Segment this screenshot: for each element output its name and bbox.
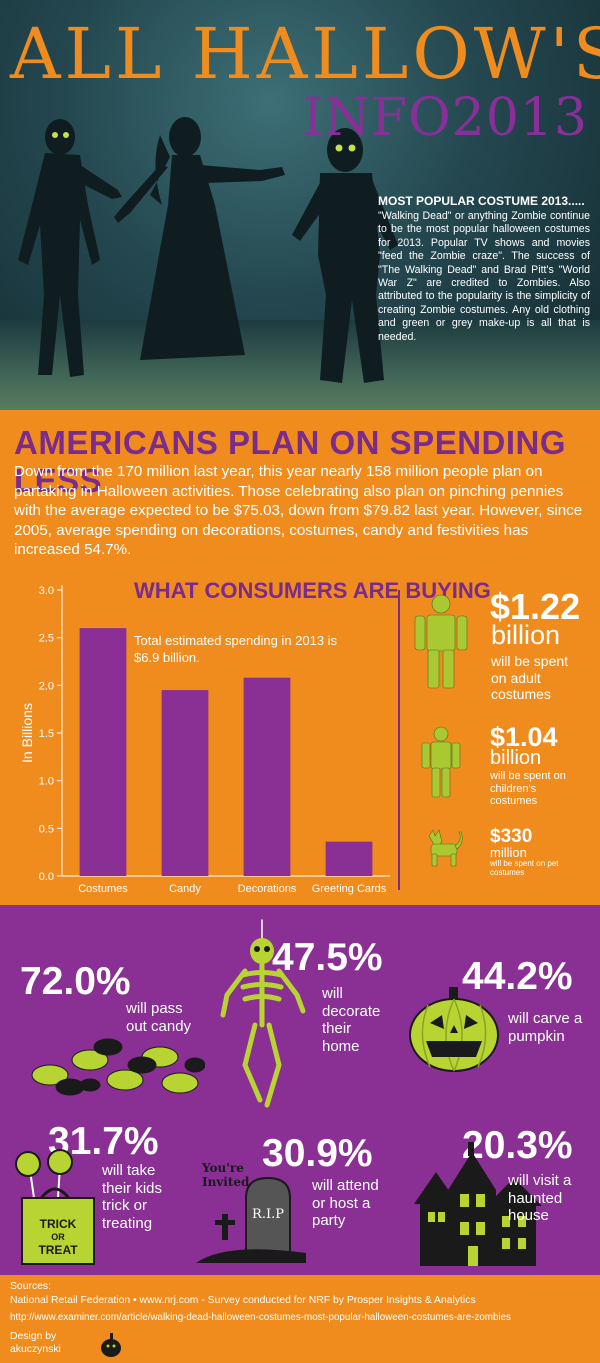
children-amount: $1.04	[490, 722, 558, 752]
tombstone-icon: You're Invited R.I.P	[196, 1161, 306, 1263]
source-2-link[interactable]: http://www.examiner.com/article/walking-…	[10, 1312, 511, 1323]
x-tick-label: Decorations	[238, 883, 297, 895]
sources-label: Sources:	[10, 1281, 52, 1292]
adult-amount: $1.22	[490, 586, 581, 627]
design-label: Design by	[10, 1331, 57, 1342]
svg-text:Invited: Invited	[202, 1175, 250, 1189]
pumpkin-logo-icon	[101, 1333, 121, 1357]
y-tick-label: 3.0	[39, 585, 54, 597]
pet-unit: million	[490, 845, 527, 860]
footer: Sources: National Retail Federation • ww…	[0, 1275, 600, 1363]
costume-heading: MOST POPULAR COSTUME 2013.....	[378, 194, 585, 208]
svg-text:TRICK: TRICK	[40, 1217, 77, 1231]
activity-desc-trick-or-treat: will take their kids trick or treating	[102, 1162, 163, 1232]
x-tick-label: Costumes	[78, 883, 128, 895]
y-tick-label: 2.5	[39, 633, 54, 645]
trick-or-treat-bag-icon: TRICK OR TREAT	[15, 1149, 95, 1265]
bar	[325, 841, 373, 876]
svg-text:OR: OR	[51, 1232, 65, 1242]
main-title: ALL HALLOW'S	[10, 13, 600, 95]
candy-icon	[31, 1038, 205, 1096]
children-desc: will be spent on children's costumes	[490, 770, 566, 807]
bar	[243, 677, 291, 876]
activity-pct-decorate: 47.5%	[272, 936, 383, 979]
svg-text:TREAT: TREAT	[38, 1243, 78, 1257]
divider	[398, 590, 400, 890]
child-costume-icon	[421, 726, 461, 798]
adult-desc: will be spent on adult costumes	[491, 653, 569, 702]
pet-desc: will be spent on pet costumes	[490, 859, 559, 877]
y-axis-label: In Billions	[19, 703, 35, 763]
y-tick-label: 2.0	[39, 680, 54, 692]
x-tick-label: Greeting Cards	[312, 883, 387, 895]
ground-glow	[0, 320, 600, 410]
pet-costume-icon	[428, 829, 463, 867]
activity-pct-candy: 72.0%	[20, 960, 131, 1003]
adult-unit: billion	[491, 620, 561, 650]
sub-title: INFO2013	[302, 88, 588, 148]
activity-pct-party: 30.9%	[262, 1132, 373, 1175]
skeleton-icon	[220, 919, 306, 1108]
chart-title: WHAT CONSUMERS ARE BUYING	[134, 578, 491, 603]
adult-costume-icon	[414, 594, 468, 689]
spending-title: AMERICANS PLAN ON SPENDING LESS	[14, 424, 567, 499]
activity-desc-party: will attend or host a party	[312, 1177, 379, 1229]
header-banner: ALL HALLOW'S INFO2013 MOST POPULAR COSTU…	[0, 0, 600, 410]
activity-desc-decorate: will decorate their home	[322, 985, 381, 1055]
spending-text: Down from the 170 million last year, thi…	[14, 463, 583, 558]
costume-text: "Walking Dead" or anything Zombie contin…	[378, 210, 590, 343]
activity-desc-pumpkin: will carve a pumpkin	[508, 1010, 583, 1045]
y-tick-label: 0.0	[39, 871, 54, 883]
svg-text:You're: You're	[201, 1161, 244, 1175]
bar	[79, 628, 127, 876]
zombies-icon	[18, 117, 398, 383]
x-tick-label: Candy	[169, 883, 201, 895]
source-1: National Retail Federation • www.nrj.com…	[10, 1295, 476, 1306]
y-tick-label: 1.0	[39, 776, 54, 788]
children-unit: billion	[490, 747, 542, 769]
chart-subtitle: Total estimated spending in 2013 is $6.9…	[134, 633, 338, 665]
y-tick-label: 1.5	[39, 728, 54, 740]
pumpkin-icon	[409, 987, 499, 1072]
activity-desc-candy: will pass out candy	[126, 1000, 192, 1035]
haunted-house-icon	[414, 1142, 542, 1266]
activity-desc-haunted-house: will visit a haunted house	[508, 1172, 572, 1224]
designer-name: akuczynski	[10, 1344, 61, 1355]
activity-pct-haunted-house: 20.3%	[462, 1124, 573, 1167]
activity-pct-pumpkin: 44.2%	[462, 955, 573, 998]
spending-bar-chart: 0.0 0.5 1.0 1.5 2.0 2.5 3.0 In Billions Costumes…	[19, 585, 390, 895]
svg-text:R.I.P: R.I.P	[252, 1207, 284, 1222]
y-tick-label: 0.5	[39, 823, 54, 835]
pet-amount: $330	[490, 826, 533, 847]
bar	[161, 690, 209, 876]
